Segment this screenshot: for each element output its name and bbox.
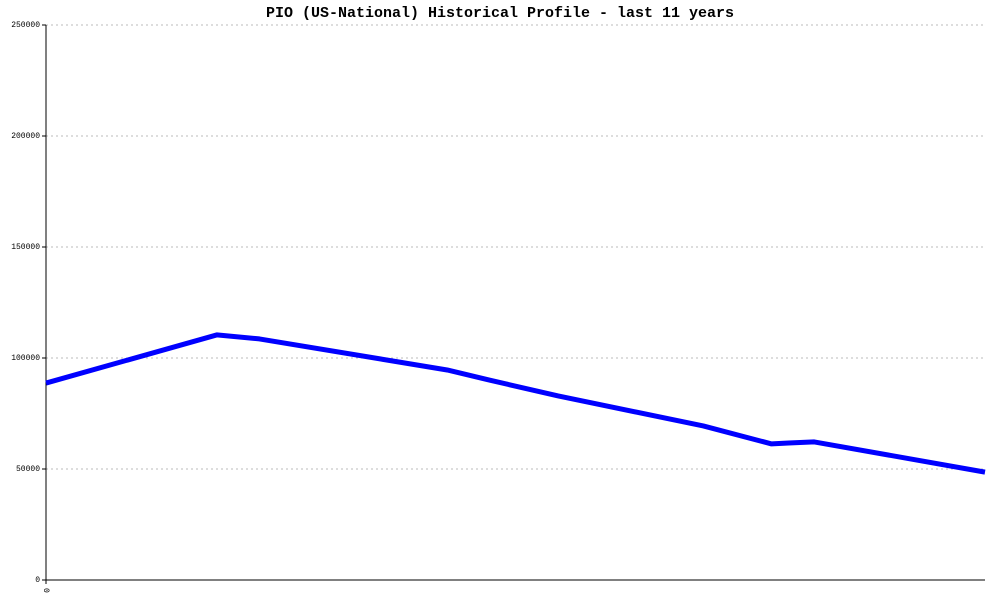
y-tick-label: 150000 (11, 243, 40, 252)
y-tick-label: 0 (35, 576, 40, 585)
y-tick-label: 200000 (11, 132, 40, 141)
x-tick-label: 0 (41, 588, 50, 593)
y-tick-label: 250000 (11, 21, 40, 30)
y-tick-label: 100000 (11, 354, 40, 363)
data-line (45, 332, 986, 475)
y-tick-label: 50000 (16, 465, 40, 474)
chart-title: PIO (US-National) Historical Profile - l… (266, 5, 734, 22)
